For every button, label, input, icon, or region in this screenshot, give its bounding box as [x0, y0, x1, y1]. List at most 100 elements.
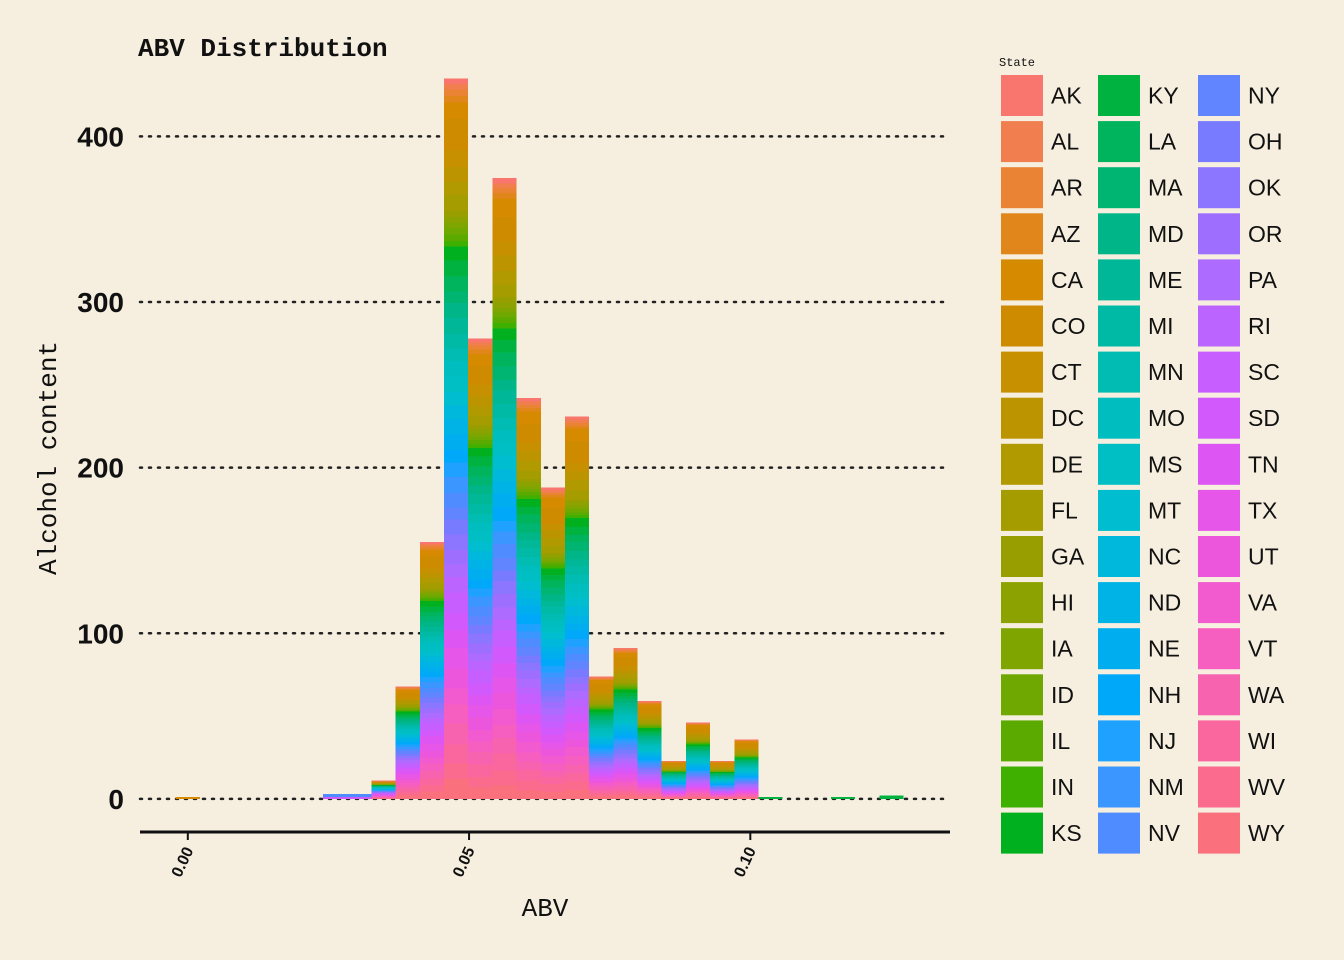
bar-segment-KS-bin-7	[468, 448, 493, 457]
bar-segment-SD-bin-6	[444, 612, 469, 631]
legend-label-IA: IA	[1051, 636, 1073, 662]
bar-segment-OH-bin-6	[444, 519, 469, 535]
bar-segment-CT-bin-6	[444, 150, 469, 167]
bar-segment-OK-bin-3	[371, 791, 396, 793]
legend-label-RI: RI	[1248, 313, 1271, 339]
bar-segment-LA-bin-8	[492, 352, 517, 367]
bar-segment-CA-bin-14	[637, 704, 662, 708]
bar-segment-NV-bin-9	[516, 638, 541, 648]
bar-segment-ID-bin-4	[395, 708, 420, 710]
legend-swatch-AK	[1001, 75, 1043, 116]
bar-segment-NH-bin-9	[516, 614, 541, 624]
bar-segment-CT-bin-3	[371, 782, 396, 784]
legend-label-CT: CT	[1051, 359, 1082, 385]
bar-segment-OK-bin-12	[589, 760, 614, 764]
legend-label-GA: GA	[1051, 544, 1085, 570]
bar-segment-DE-bin-13	[613, 674, 638, 678]
bar-segment-MN-bin-14	[637, 743, 662, 746]
bar-segment-SC-bin-9	[516, 694, 541, 704]
bar-segment-MN-bin-9	[516, 557, 541, 566]
bar-segment-DC-bin-5	[419, 573, 445, 579]
bar-segment-CO-bin-4	[395, 692, 420, 698]
bar-segment-DC-bin-17	[710, 766, 735, 768]
bar-segment-ME-bin-18	[734, 764, 759, 766]
bar-segment-MO-bin-16	[685, 758, 711, 760]
bar-segment-MD-bin-12	[589, 719, 614, 723]
bar-segment-RI-bin-18	[734, 786, 759, 788]
bar-segment-MN-bin-7	[468, 514, 493, 523]
bar-segment-NV-bin-3	[371, 790, 396, 792]
bar-segment-DC-bin-14	[637, 715, 662, 719]
bar-segment-CA-bin-7	[468, 353, 493, 367]
bar-segment-DE-bin-14	[637, 718, 662, 721]
bar-segment-NC-bin-3	[371, 788, 396, 790]
bar-segment-MO-bin-8	[492, 430, 517, 442]
bar-segment-IL-bin-15	[661, 770, 686, 772]
bar-segment-MD-bin-9	[516, 532, 541, 541]
bar-segment-IA-bin-9	[516, 485, 541, 490]
bar-segment-VA-bin-14	[637, 787, 662, 790]
bar-segment-ND-bin-16	[685, 764, 711, 767]
bar-segment-HI-bin-8	[492, 302, 517, 308]
bar-segment-NY-bin-17	[710, 787, 735, 788]
bar-segment-NE-bin-15	[661, 782, 686, 784]
bar-segment-IL-bin-6	[444, 234, 469, 242]
bar-segment-TX-bin-16	[685, 787, 711, 790]
bar-segment-VT-bin-16	[685, 792, 711, 794]
bar-segment-PA-bin-13	[613, 758, 638, 762]
legend-label-WY: WY	[1248, 820, 1285, 846]
bar-segment-MT-bin-5	[419, 652, 445, 657]
bar-segment-NY-bin-14	[637, 766, 662, 768]
bar-segment-WV-bin-17	[710, 797, 735, 799]
legend-label-KY: KY	[1148, 83, 1179, 109]
bar-segment-WY-bin-12	[589, 796, 614, 799]
bar-segment-CA-bin-12	[589, 680, 614, 685]
legend-swatch-MA	[1098, 167, 1140, 209]
bar-segment-VT-bin-3	[371, 796, 396, 797]
bar-segment-NM-bin-5	[419, 682, 445, 688]
bar-segment-ND-bin-10	[540, 646, 565, 653]
bar-segment-CO-bin-17	[710, 763, 735, 766]
bar-segment-WA-bin-17	[710, 796, 735, 797]
legend-swatch-SD	[1198, 397, 1240, 439]
legend-swatch-NV	[1098, 812, 1140, 854]
legend-label-IL: IL	[1051, 728, 1070, 754]
legend-label-ID: ID	[1051, 682, 1074, 708]
bar-segment-DC-bin-10	[540, 530, 565, 538]
bar-segment-DE-bin-15	[661, 767, 686, 769]
bar-segment-LA-bin-14	[637, 732, 662, 735]
legend-swatch-MO	[1098, 397, 1140, 439]
bar-segment-VT-bin-5	[419, 763, 445, 772]
bar-segment-PA-bin-18	[734, 785, 759, 787]
bar-segment-MO-bin-4	[395, 729, 420, 732]
bar-segment-NC-bin-18	[734, 772, 759, 774]
bar-segment-TX-bin-15	[661, 793, 686, 794]
bar-segment-WY-bin-6	[444, 779, 469, 799]
bar-segment-NJ-bin-16	[685, 770, 711, 772]
bar-segment-FL-bin-3	[371, 783, 396, 785]
legend-swatch-DC	[1001, 397, 1043, 439]
bar-segment-NC-bin-8	[492, 469, 517, 482]
bar-segment-TX-bin-13	[613, 773, 638, 778]
bar-segment-NH-bin-11	[564, 630, 590, 640]
bar-segment-VT-bin-12	[589, 785, 614, 789]
bar-segment-OR-bin-10	[540, 701, 565, 709]
bar-segment-MO-bin-9	[516, 565, 541, 573]
bar-segment-AZ-bin-7	[468, 349, 493, 354]
bar-segment-AL-bin-13	[613, 649, 638, 651]
bar-segment-SC-bin-5	[419, 723, 445, 731]
bar-segment-WV-bin-11	[564, 780, 590, 791]
bar-segment-MI-bin-17	[710, 777, 735, 779]
bar-segment-CA-bin-8	[492, 198, 517, 218]
legend-swatch-MD	[1098, 213, 1140, 255]
bar-segment-SD-bin-5	[419, 730, 445, 737]
legend-swatch-WY	[1198, 812, 1240, 854]
bar-segment-SC-bin-8	[492, 630, 517, 648]
bar-segment-NJ-bin-18	[734, 777, 759, 779]
legend-label-PA: PA	[1248, 267, 1278, 293]
bar-segment-NV-bin-2	[347, 793, 372, 798]
bar-segment-TN-bin-12	[589, 775, 614, 779]
bar-segment-IN-bin-13	[613, 688, 638, 690]
bar-segment-RI-bin-9	[516, 687, 541, 695]
bar-segment-SC-bin-13	[613, 765, 638, 769]
